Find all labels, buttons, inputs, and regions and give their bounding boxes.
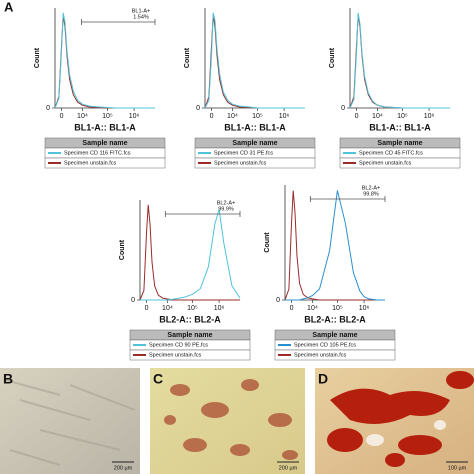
panel-label: D [318, 371, 328, 387]
legend-title: Sample name [312, 332, 357, 339]
x-axis-label: BL1-A:: BL1-A [224, 122, 286, 132]
gate-name: BL2-A+ [217, 200, 236, 206]
histogram-line [140, 209, 241, 301]
scale-bar-label: 100 µm [448, 465, 467, 471]
legend-row [129, 349, 251, 361]
x-tick-label: 10⁶ [424, 113, 435, 120]
legend-label: Specimen CD 90 PE.fcs [149, 342, 208, 348]
x-tick-label: 10⁵ [252, 113, 263, 120]
panel-label: B [3, 371, 13, 387]
y-axis-label: Count [119, 239, 126, 260]
x-axis-label: BL1-A:: BL1-A [369, 122, 431, 132]
histogram-line [54, 12, 155, 109]
legend-title: Sample name [377, 140, 422, 147]
panel-label: C [153, 371, 163, 387]
x-tick-label: 10⁵ [397, 113, 408, 120]
x-tick-label: 10⁵ [332, 305, 343, 312]
histogram-line [204, 12, 305, 109]
histogram-line [204, 14, 305, 109]
legend-label: Specimen unstain.fcs [149, 352, 202, 358]
gate-value: 1.54% [133, 14, 149, 20]
scale-bar-label: 200 µm [279, 465, 298, 471]
histogram-line [349, 12, 450, 109]
x-tick-label: 10⁶ [359, 305, 370, 312]
legend-label: Specimen unstain.fcs [64, 160, 117, 166]
x-axis-label: BL2-A:: BL2-A [304, 314, 366, 324]
histogram-line [285, 190, 385, 301]
gate-name: BL2-A+ [362, 185, 381, 191]
x-axis-label: BL2-A:: BL2-A [159, 314, 221, 324]
x-tick-label: 10⁴ [162, 305, 173, 312]
legend-label: Specimen CD 45 FITC.fcs [359, 150, 423, 156]
y-tick-label: 0 [196, 105, 200, 112]
micrograph-b [0, 368, 140, 474]
legend-label: Specimen unstain.fcs [214, 160, 267, 166]
x-tick-label: 0 [290, 305, 294, 312]
histogram-line [349, 14, 450, 109]
x-tick-label: 10⁶ [214, 305, 225, 312]
x-tick-label: 10⁵ [102, 113, 113, 120]
x-tick-label: 0 [355, 113, 359, 120]
x-tick-label: 10⁴ [227, 113, 238, 120]
histogram-line [54, 14, 155, 109]
y-tick-label: 0 [276, 297, 280, 304]
panel-label: A [4, 0, 14, 14]
x-tick-label: 10⁴ [307, 305, 318, 312]
legend-label: Specimen CD 116 FITC.fcs [64, 150, 131, 156]
legend-row [274, 349, 396, 361]
legend-row [194, 157, 316, 169]
x-tick-label: 0 [210, 113, 214, 120]
legend-title: Sample name [167, 332, 212, 339]
y-axis-label: Count [264, 232, 271, 253]
gate-value: 99.8% [363, 191, 379, 197]
y-axis-label: Count [34, 47, 41, 68]
x-tick-label: 10⁴ [372, 113, 383, 120]
legend-label: Specimen CD 31 PE.fcs [214, 150, 273, 156]
x-tick-label: 0 [60, 113, 64, 120]
x-tick-label: 10⁶ [129, 113, 140, 120]
x-tick-label: 10⁶ [279, 113, 290, 120]
histogram-line [284, 190, 385, 301]
x-axis-label: BL1-A:: BL1-A [74, 122, 136, 132]
y-axis-label: Count [329, 47, 336, 68]
gate-name: BL1-A+ [132, 8, 151, 14]
y-axis-label: Count [184, 47, 191, 68]
legend-row [339, 157, 461, 169]
histogram-line [139, 204, 240, 301]
legend-label: Specimen CD 105 PE.fcs [294, 342, 356, 348]
legend-title: Sample name [232, 140, 277, 147]
x-tick-label: 10⁴ [77, 113, 88, 120]
x-tick-label: 0 [145, 305, 149, 312]
gate-value: 99.9% [218, 206, 234, 212]
micrograph-c [150, 368, 305, 474]
x-tick-label: 10⁵ [187, 305, 198, 312]
legend-label: Specimen unstain.fcs [294, 352, 347, 358]
y-tick-label: 0 [341, 105, 345, 112]
scale-bar-label: 200 µm [114, 465, 133, 471]
y-tick-label: 0 [131, 297, 135, 304]
legend-row [44, 157, 166, 169]
legend-title: Sample name [82, 140, 127, 147]
legend-label: Specimen unstain.fcs [359, 160, 412, 166]
y-tick-label: 0 [46, 105, 50, 112]
micrograph-d [315, 368, 474, 474]
